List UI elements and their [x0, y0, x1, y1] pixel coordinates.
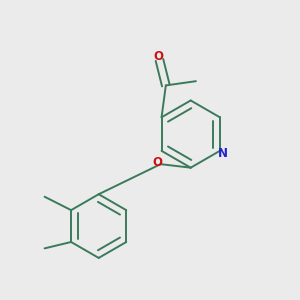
Text: N: N — [218, 147, 228, 160]
Text: O: O — [153, 50, 164, 63]
Text: O: O — [152, 156, 162, 169]
